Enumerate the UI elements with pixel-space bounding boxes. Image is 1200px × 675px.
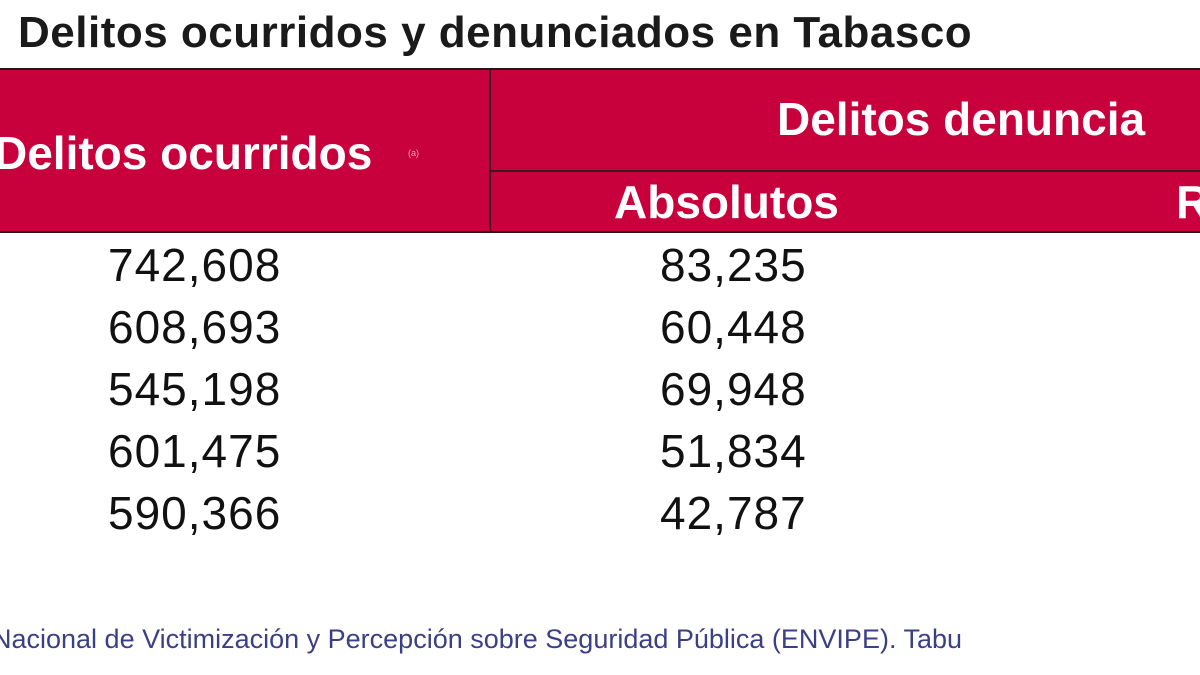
cell-occurred: 742,608 xyxy=(108,239,282,291)
cell-absolute: 83,235 xyxy=(660,239,807,291)
cell-absolute: 69,948 xyxy=(660,363,807,415)
cell-occurred: 608,693 xyxy=(108,301,282,353)
cell-occurred: 590,366 xyxy=(108,487,282,539)
header-label-occurred: Delitos ocurridos xyxy=(0,127,373,179)
header-background xyxy=(0,68,1200,233)
table-row: 608,693 60,448 xyxy=(0,300,1200,362)
header-divider-horizontal xyxy=(491,170,1200,172)
cell-absolute: 42,787 xyxy=(660,487,807,539)
header-cell-reported: Delitos denuncia xyxy=(491,70,1200,231)
subheader-relative: R xyxy=(1176,176,1200,228)
table-title: Delitos ocurridos y denunciados en Tabas… xyxy=(18,8,973,57)
cell-occurred: 601,475 xyxy=(108,425,282,477)
subheader-absolute: Absolutos xyxy=(614,176,839,228)
header-footnote-marker: (a) xyxy=(408,148,419,158)
cell-occurred: 545,198 xyxy=(108,363,282,415)
source-note: Nacional de Victimización y Percepción s… xyxy=(0,624,963,654)
header-cell-occurred: Delitos ocurridos (a) xyxy=(0,70,490,231)
table-row: 545,198 69,948 xyxy=(0,362,1200,424)
table-row: 590,366 42,787 xyxy=(0,486,1200,548)
header-divider-vertical xyxy=(489,70,491,231)
table-row: 601,475 51,834 xyxy=(0,424,1200,486)
header-label-reported: Delitos denuncia xyxy=(777,93,1146,145)
table-row: 742,608 83,235 xyxy=(0,238,1200,300)
cell-absolute: 51,834 xyxy=(660,425,807,477)
cell-absolute: 60,448 xyxy=(660,301,807,353)
table-header: Delitos ocurridos (a) Delitos denuncia xyxy=(0,68,1200,233)
